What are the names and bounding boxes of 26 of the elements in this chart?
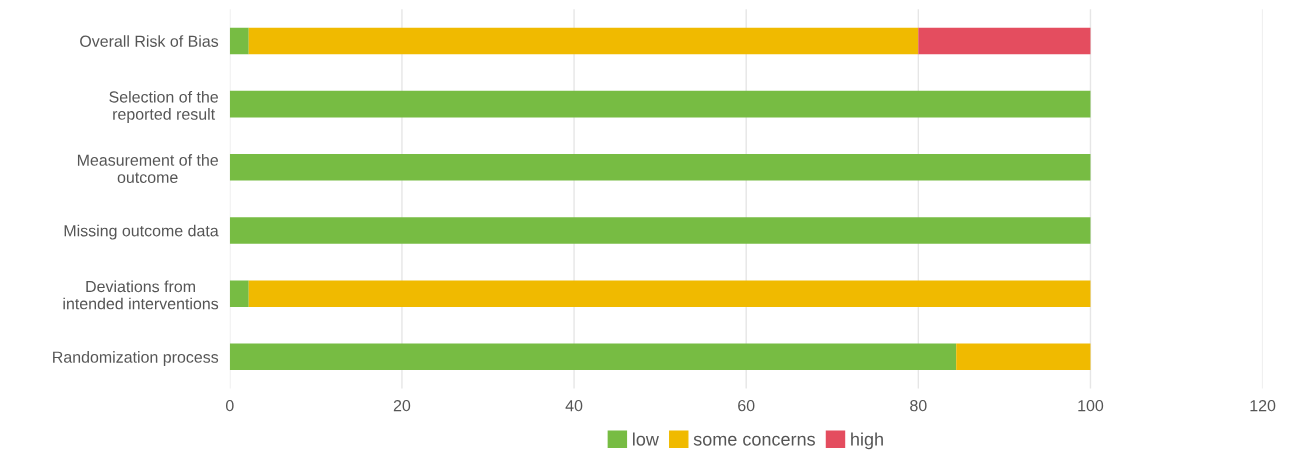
bar bbox=[229, 280, 249, 307]
x-tick-label: 80 bbox=[910, 399, 927, 412]
bar bbox=[229, 90, 1091, 118]
y-tick-label: Randomization process bbox=[53, 351, 219, 366]
y-tick-label: Deviations from intended interventions bbox=[63, 280, 219, 310]
x-tick-label: 120 bbox=[1250, 399, 1276, 412]
bar bbox=[229, 154, 1091, 181]
bar bbox=[248, 280, 1091, 307]
x-tick-label: 20 bbox=[393, 399, 411, 412]
y-tick-label: Measurement of the outcome bbox=[77, 154, 218, 184]
legend-label: low bbox=[633, 432, 659, 446]
x-tick-label: 0 bbox=[225, 399, 234, 412]
bar bbox=[229, 343, 957, 371]
legend-label: some concerns bbox=[693, 435, 815, 446]
bar bbox=[248, 27, 919, 55]
bar bbox=[956, 343, 1091, 371]
y-tick-label: Missing outcome data bbox=[64, 224, 219, 240]
x-tick-label: 60 bbox=[738, 399, 755, 412]
bar bbox=[229, 217, 1091, 244]
x-tick-label: 100 bbox=[1078, 399, 1104, 412]
bar bbox=[229, 27, 249, 55]
x-tick-label: 40 bbox=[565, 399, 583, 412]
bar bbox=[918, 27, 1091, 55]
y-tick-label: Selection of the reported result bbox=[109, 90, 218, 123]
y-tick-label: Overall Risk of Bias bbox=[80, 35, 219, 47]
legend-label: high bbox=[851, 432, 883, 450]
